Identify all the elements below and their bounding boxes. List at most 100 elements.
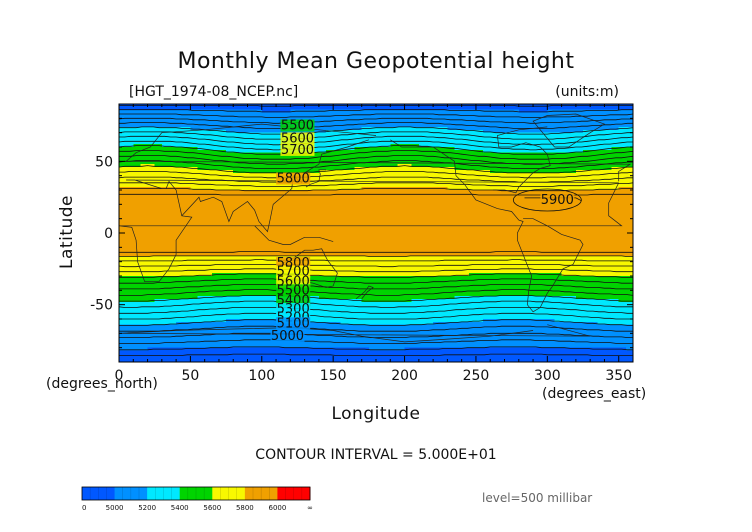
- shade-cell: [126, 158, 134, 162]
- shade-cell: [147, 141, 156, 145]
- shade-cell: [290, 207, 299, 211]
- shade-cell: [575, 121, 584, 125]
- shade-cell: [575, 273, 584, 277]
- shade-cell: [575, 284, 584, 289]
- shade-cell: [397, 138, 406, 142]
- shade-cell: [525, 144, 534, 148]
- shade-cell: [161, 215, 170, 220]
- shade-cell: [283, 253, 291, 257]
- shade-cell: [418, 290, 427, 294]
- shade-cell: [183, 270, 191, 274]
- shade-cell: [240, 158, 249, 162]
- shade-cell: [583, 126, 591, 131]
- shade-cell: [304, 167, 313, 171]
- shade-cell: [140, 267, 149, 271]
- shade-cell: [561, 273, 570, 277]
- shade-cell: [411, 135, 420, 139]
- shade-cell: [183, 276, 191, 280]
- shade-cell: [511, 169, 520, 174]
- shade-cell: [233, 152, 241, 157]
- shade-cell: [376, 204, 384, 208]
- shade-cell: [347, 287, 356, 291]
- shade-cell: [318, 218, 327, 223]
- shade-cell: [504, 181, 513, 185]
- shade-cell: [161, 221, 170, 225]
- shade-cell: [297, 247, 306, 251]
- shade-cell: [533, 198, 541, 203]
- shade-cell: [333, 261, 341, 266]
- shade-cell: [261, 270, 270, 274]
- shade-cell: [525, 104, 534, 108]
- shade-cell: [418, 204, 427, 208]
- shade-cell: [226, 161, 234, 165]
- shade-cell: [361, 109, 370, 114]
- shade-cell: [583, 264, 591, 268]
- shade-cell: [583, 218, 591, 223]
- shade-cell: [340, 121, 349, 125]
- shade-cell: [211, 118, 220, 122]
- shade-cell: [440, 253, 448, 257]
- shade-cell: [204, 276, 213, 280]
- shade-cell: [154, 273, 163, 277]
- shade-cell: [447, 178, 456, 182]
- shade-cell: [233, 218, 241, 223]
- shade-cell: [318, 273, 327, 277]
- shade-cell: [590, 204, 598, 208]
- shade-cell: [254, 144, 263, 148]
- shade-cell: [140, 172, 149, 177]
- shade-cell: [268, 230, 277, 234]
- shade-cell: [604, 293, 613, 297]
- shade-cell: [161, 155, 170, 160]
- shade-cell: [176, 284, 184, 289]
- shade-cell: [276, 198, 284, 203]
- shade-cell: [583, 215, 591, 220]
- shade-cell: [597, 141, 606, 145]
- shade-cell: [326, 255, 334, 260]
- shade-cell: [168, 270, 177, 274]
- shade-cell: [518, 118, 527, 122]
- shade-cell: [254, 221, 263, 225]
- shade-cell: [168, 284, 177, 289]
- shade-cell: [176, 152, 184, 157]
- shade-cell: [254, 238, 263, 243]
- shade-cell: [333, 210, 341, 214]
- shade-cell: [183, 287, 191, 291]
- shade-cell: [383, 118, 391, 122]
- shade-cell: [290, 215, 299, 220]
- shade-cell: [554, 255, 563, 260]
- shade-cell: [283, 218, 291, 223]
- shade-cell: [119, 118, 127, 122]
- shade-cell: [468, 207, 477, 211]
- shade-cell: [147, 247, 156, 251]
- shade-cell: [575, 261, 584, 266]
- shade-cell: [397, 238, 406, 243]
- shade-cell: [468, 129, 477, 134]
- shade-cell: [404, 135, 413, 139]
- shade-cell: [518, 124, 527, 128]
- shade-cell: [311, 187, 320, 191]
- shade-cell: [411, 106, 420, 111]
- shade-cell: [411, 204, 420, 208]
- shade-cell: [497, 293, 506, 297]
- shade-cell: [597, 215, 606, 220]
- shade-cell: [347, 124, 356, 128]
- shade-cell: [254, 230, 263, 234]
- shade-cell: [411, 235, 420, 240]
- shade-cell: [525, 207, 534, 211]
- shade-cell: [211, 296, 220, 300]
- shade-cell: [540, 215, 548, 220]
- shade-cell: [347, 255, 356, 260]
- shade-cell: [140, 235, 149, 240]
- shade-cell: [604, 276, 613, 280]
- shade-cell: [183, 290, 191, 294]
- shade-cell: [247, 264, 256, 268]
- shade-cell: [133, 238, 142, 243]
- shade-cell: [568, 149, 577, 154]
- shade-cell: [454, 181, 463, 185]
- shade-cell: [390, 184, 399, 188]
- shade-cell: [347, 149, 356, 154]
- shade-cell: [447, 253, 456, 257]
- shade-cell: [133, 212, 142, 217]
- shade-cell: [347, 138, 356, 142]
- shade-cell: [561, 106, 570, 111]
